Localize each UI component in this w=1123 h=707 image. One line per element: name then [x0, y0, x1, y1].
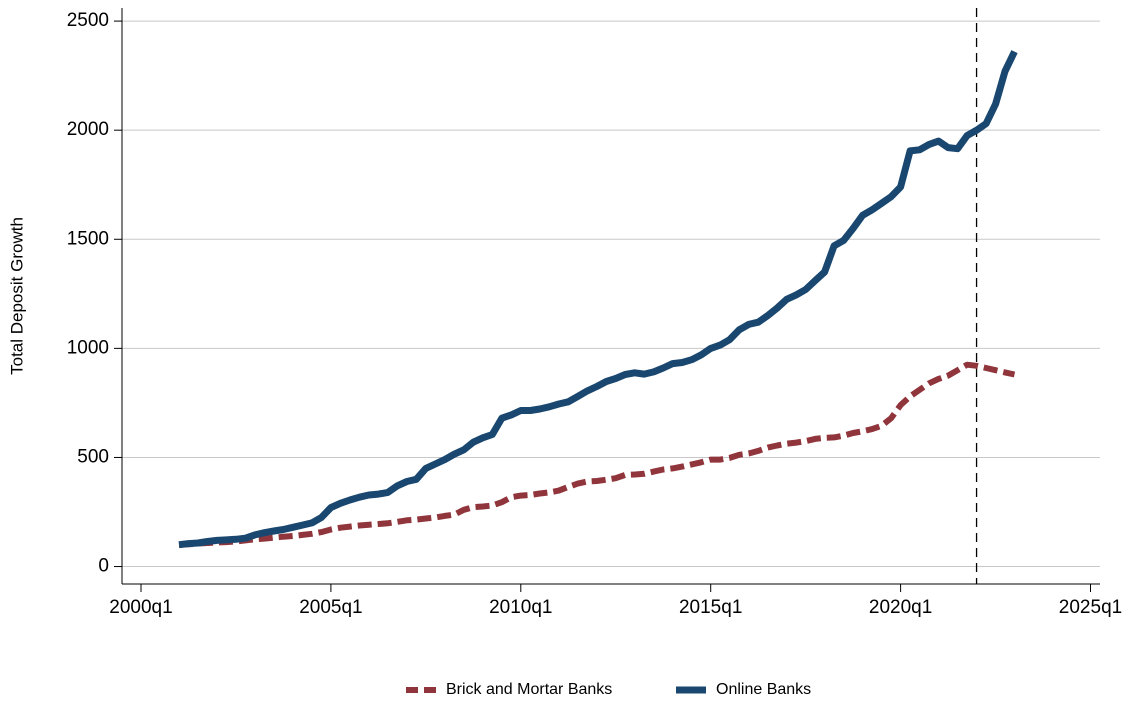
y-tick-label: 1500: [67, 228, 109, 249]
x-tick-label: 2015q1: [679, 597, 742, 618]
x-tick-label: 2020q1: [869, 597, 932, 618]
y-tick-label: 0: [98, 556, 109, 577]
y-axis-label: Total Deposit Growth: [7, 217, 26, 375]
legend-label: Brick and Mortar Banks: [446, 681, 612, 698]
y-tick-label: 500: [77, 446, 109, 467]
y-tick-label: 1000: [67, 337, 109, 358]
x-tick-label: 2010q1: [489, 597, 552, 618]
x-tick-label: 2000q1: [109, 597, 172, 618]
x-tick-label: 2005q1: [299, 597, 362, 618]
x-tick-label: 2025q1: [1059, 597, 1122, 618]
y-tick-label: 2500: [67, 10, 109, 31]
y-tick-label: 2000: [67, 119, 109, 140]
data-line: [178, 361, 1016, 548]
legend-label: Online Banks: [716, 681, 811, 698]
data-line: [178, 50, 1018, 549]
